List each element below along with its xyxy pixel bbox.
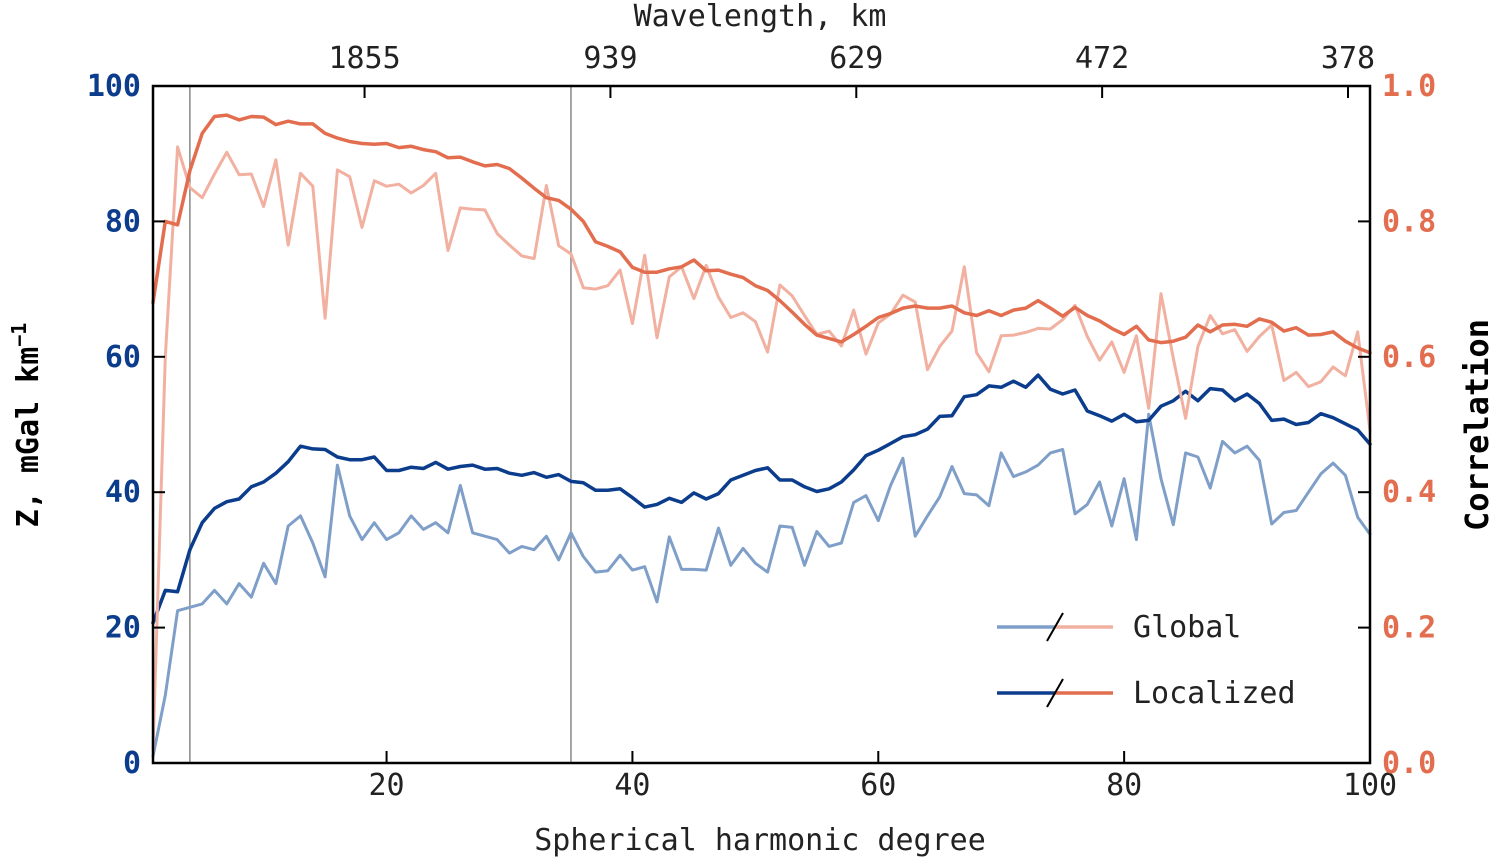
x-tick-label: 80: [1106, 768, 1142, 803]
right-y-axis-label: Correlation: [1458, 319, 1496, 531]
legend-label-1: Localized: [1133, 676, 1296, 711]
right-y-tick-label: 0.4: [1382, 475, 1436, 510]
legend-label-0: Global: [1133, 610, 1241, 645]
top-tick-label: 629: [829, 41, 883, 76]
x-axis-label: Spherical harmonic degree: [534, 823, 986, 858]
plot-area: [189, 86, 572, 763]
right-y-tick-label: 0.6: [1382, 340, 1436, 375]
left-y-tick-label: 0: [123, 746, 141, 781]
legend-slash-1: [1046, 678, 1064, 708]
series-line-admittance_global: [151, 412, 1372, 758]
left-y-tick-label: 60: [105, 340, 141, 375]
left-y-axis-label: Z, mGal km−1: [7, 323, 46, 528]
left-y-tick-label: 100: [87, 69, 141, 104]
top-tick-label: 1855: [328, 41, 400, 76]
top-axis-label: Wavelength, km: [634, 0, 887, 34]
top-tick-label: 472: [1075, 41, 1129, 76]
series-line-correlation_global: [151, 145, 1372, 751]
left-y-tick-label: 80: [105, 204, 141, 239]
right-y-tick-label: 0.8: [1382, 204, 1436, 239]
left-y-axis-label-text: Z, mGal km: [11, 347, 46, 528]
legend: Global Localized: [997, 610, 1296, 711]
x-tick-label: 100: [1343, 768, 1397, 803]
plot-frame: [151, 84, 1372, 765]
x-tick-label: 60: [860, 768, 896, 803]
right-y-tick-label: 0.2: [1382, 611, 1436, 646]
right-y-tick-label: 1.0: [1382, 69, 1436, 104]
x-tick-label: 20: [369, 768, 405, 803]
left-y-tick-label: 40: [105, 475, 141, 510]
top-tick-label: 939: [583, 41, 637, 76]
left-y-tick-label: 20: [105, 611, 141, 646]
left-y-axis-label-sup: −1: [7, 323, 31, 347]
series-line-admittance_localized: [151, 373, 1372, 625]
right-y-tick-label: 0.0: [1382, 746, 1436, 781]
x-tick-label: 40: [614, 768, 650, 803]
series-line-correlation_localized: [151, 113, 1372, 355]
series-group: [151, 113, 1372, 758]
legend-slash-0: [1046, 612, 1064, 642]
top-tick-label: 378: [1321, 41, 1375, 76]
